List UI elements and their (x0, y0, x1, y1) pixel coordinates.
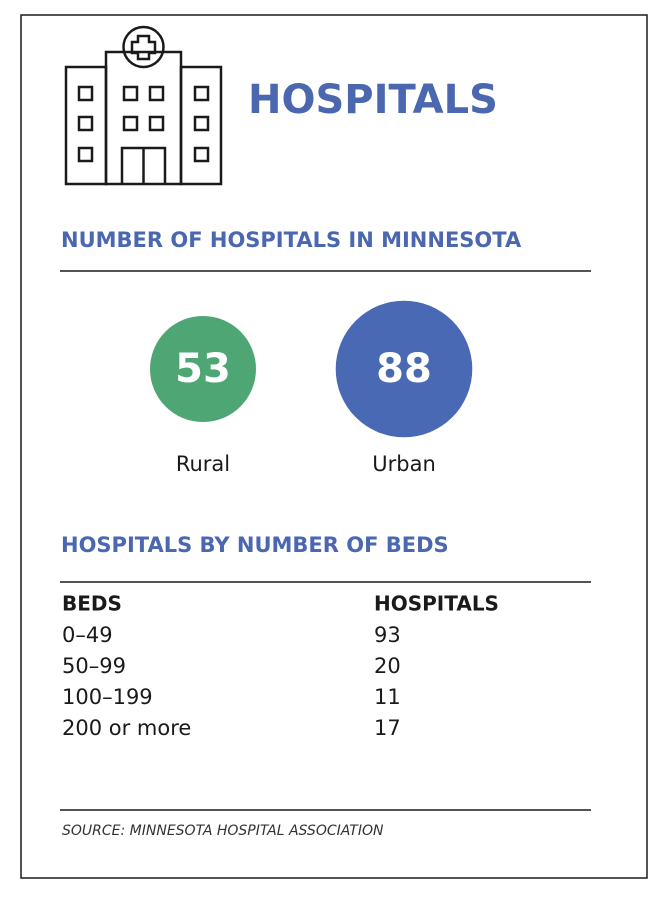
bubble-value: 88 (376, 346, 432, 392)
table-cell: 200 or more (62, 716, 191, 740)
table-cell: 20 (374, 654, 401, 678)
table-cell: 100–199 (62, 685, 153, 709)
bubble (335, 300, 473, 438)
section-title: NUMBER OF HOSPITALS IN MINNESOTA (61, 228, 522, 252)
hospital-icon (64, 25, 223, 186)
table-cell: 17 (374, 716, 401, 740)
source: SOURCE: MINNESOTA HOSPITAL ASSOCIATION (62, 823, 384, 839)
table-cell: 93 (374, 623, 401, 647)
column-header: BEDS (62, 592, 122, 616)
bubble-value: 53 (175, 346, 231, 392)
table-cell: 0–49 (62, 623, 113, 647)
bubble (150, 316, 256, 422)
title: HOSPITALS (248, 77, 498, 123)
column-header: HOSPITALS (374, 592, 499, 616)
bubble-label: Rural (176, 452, 230, 476)
frame (20, 14, 648, 879)
section-title: HOSPITALS BY NUMBER OF BEDS (61, 533, 449, 557)
bubble-label: Urban (372, 452, 436, 476)
table-cell: 11 (374, 685, 401, 709)
table-cell: 50–99 (62, 654, 126, 678)
